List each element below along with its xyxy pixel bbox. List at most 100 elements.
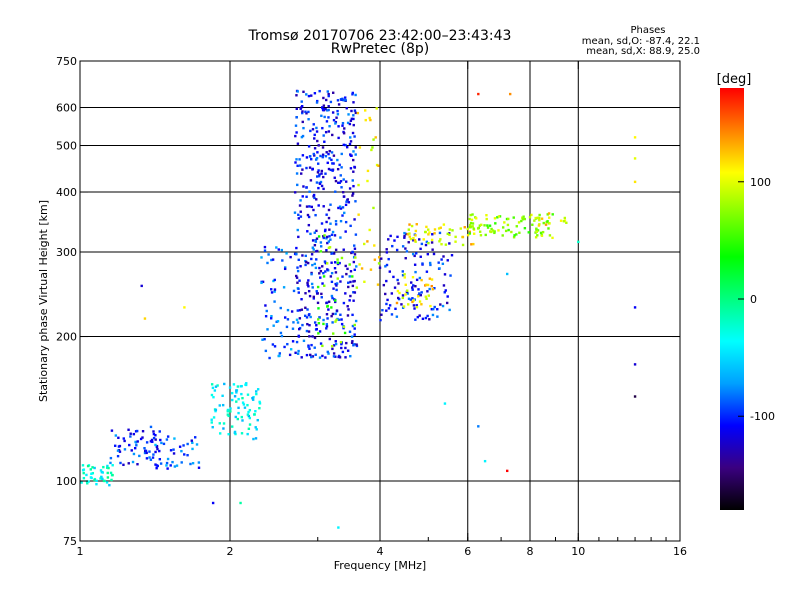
data-point (313, 231, 316, 234)
data-point (483, 459, 487, 463)
data-point (130, 449, 133, 452)
data-point (307, 215, 311, 219)
data-point (310, 205, 313, 209)
data-point (307, 345, 310, 349)
data-point (235, 391, 238, 394)
data-point (314, 213, 317, 217)
data-point (275, 246, 278, 249)
data-point (337, 125, 340, 128)
data-point (166, 457, 170, 461)
data-point (307, 279, 310, 282)
data-point (127, 428, 130, 431)
data-point (426, 283, 430, 287)
data-point (304, 263, 307, 267)
data-point (323, 234, 326, 237)
data-point (338, 205, 342, 208)
data-point (110, 478, 113, 482)
data-point (379, 318, 382, 322)
data-point (322, 104, 326, 107)
data-point (488, 224, 492, 227)
data-point (562, 220, 566, 223)
data-point (298, 279, 301, 282)
data-point (86, 482, 89, 485)
data-point (425, 225, 428, 229)
data-point (486, 224, 489, 227)
data-point (307, 110, 310, 114)
data-point (182, 444, 185, 447)
data-point (285, 252, 288, 255)
data-point (305, 329, 309, 333)
data-point (324, 228, 327, 232)
data-point (332, 352, 336, 355)
data-point (437, 261, 440, 264)
data-point (159, 462, 163, 465)
data-point (335, 116, 338, 119)
data-point (521, 216, 524, 219)
data-point (327, 105, 330, 108)
data-point (503, 221, 506, 224)
data-point (325, 327, 328, 330)
data-point (547, 212, 551, 215)
data-point (431, 287, 435, 291)
data-point (143, 447, 146, 450)
data-point (442, 223, 446, 226)
colorbar-ticks: 100 0 -100 (738, 176, 775, 423)
data-point (347, 113, 350, 116)
data-point (343, 211, 346, 215)
data-point (330, 314, 333, 318)
data-point (433, 232, 436, 235)
data-point (299, 106, 303, 109)
colorbar-tick-label: 0 (750, 293, 757, 306)
data-point (127, 462, 130, 465)
data-point (235, 400, 238, 403)
data-point (351, 179, 354, 182)
data-point (411, 286, 414, 289)
colorbar-label: [deg] (717, 72, 752, 87)
data-point (322, 275, 326, 278)
data-point (328, 149, 331, 153)
data-point (309, 232, 312, 236)
data-point (291, 327, 295, 330)
data-point (319, 250, 323, 253)
data-point (240, 432, 244, 435)
data-point (311, 168, 314, 171)
data-point (275, 320, 278, 324)
data-point (246, 393, 250, 396)
data-point (279, 331, 283, 335)
data-point (329, 275, 333, 278)
data-point (548, 216, 551, 219)
data-point (343, 127, 346, 130)
data-point (334, 190, 337, 193)
data-point (314, 266, 318, 270)
data-point (106, 466, 109, 469)
data-point (297, 287, 300, 290)
data-point (307, 285, 310, 288)
data-point (352, 299, 355, 302)
data-point (151, 456, 155, 459)
data-point (307, 330, 311, 333)
data-point (231, 398, 234, 402)
data-point (305, 93, 308, 96)
data-point (273, 290, 276, 293)
data-point (563, 216, 567, 220)
data-point (313, 243, 317, 247)
data-point (162, 442, 166, 446)
data-point (344, 356, 347, 359)
data-point (237, 397, 240, 401)
data-point (342, 143, 345, 147)
data-point (436, 315, 439, 318)
data-point (310, 282, 314, 286)
data-point (433, 228, 437, 231)
data-point (415, 223, 418, 226)
data-point (476, 227, 480, 230)
data-point (472, 232, 476, 235)
data-point (375, 163, 379, 167)
data-point (326, 268, 329, 271)
data-point (151, 440, 154, 443)
data-point (313, 346, 316, 349)
data-point (348, 122, 352, 126)
data-point (536, 229, 540, 232)
data-point (341, 124, 344, 127)
data-point (132, 432, 136, 436)
data-point (222, 427, 225, 430)
